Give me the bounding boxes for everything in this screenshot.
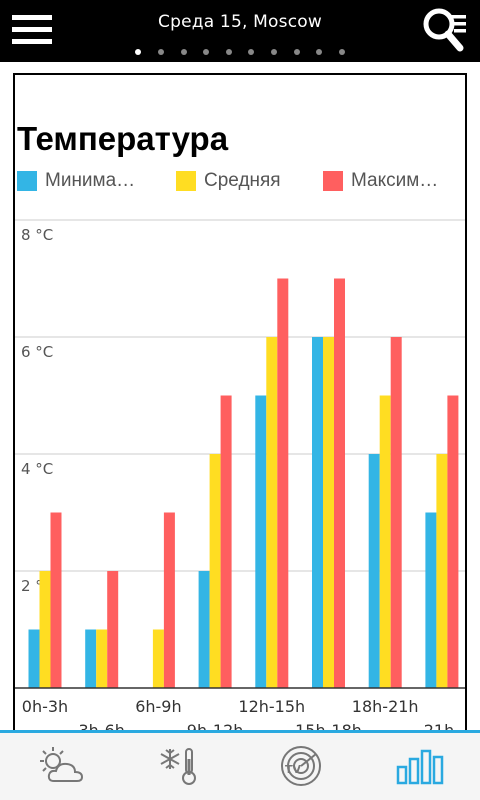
top-bar: Среда 15, Moscow — [0, 0, 480, 62]
legend-swatch-avg — [176, 171, 196, 191]
temperature-bar-chart: 2 °C4 °C6 °C8 °C0h-3h3h-6h6h-9h9h-12h12h… — [15, 219, 465, 740]
page-dot[interactable] — [338, 49, 345, 55]
page-dot[interactable] — [157, 49, 164, 55]
page-dot[interactable] — [316, 49, 323, 55]
page-dot[interactable] — [135, 49, 142, 55]
bar — [390, 337, 402, 688]
y-tick-label: 6 °C — [21, 343, 53, 361]
snow-thermometer-icon — [160, 748, 196, 785]
svg-text:TV: TV — [285, 763, 302, 776]
page-indicator — [0, 47, 480, 57]
nav-chart[interactable] — [360, 733, 480, 800]
bar — [447, 395, 459, 688]
bar — [39, 571, 51, 688]
bar — [163, 512, 175, 688]
page-dot[interactable] — [225, 49, 232, 55]
x-tick-label: 0h-3h — [22, 697, 68, 716]
search-list-icon[interactable] — [420, 6, 472, 56]
bar — [85, 629, 97, 688]
bottom-navigation: TV — [0, 730, 480, 800]
legend-swatch-max — [323, 171, 343, 191]
x-tick-label: 12h-15h — [238, 697, 305, 716]
weather-cloud-sun-icon — [40, 747, 84, 782]
bar — [220, 395, 232, 688]
bar — [436, 454, 448, 688]
bar — [28, 629, 40, 688]
chart-title: Температура — [17, 120, 229, 157]
bar — [334, 278, 345, 688]
bar — [379, 395, 391, 688]
nav-snow-temperature[interactable] — [120, 733, 240, 800]
page-dot[interactable] — [248, 49, 255, 55]
bar — [209, 454, 221, 688]
bar-chart-icon — [396, 749, 444, 785]
bar — [266, 337, 278, 688]
legend-item-min: Минима… — [17, 170, 167, 192]
page-dot[interactable] — [270, 49, 277, 55]
bar — [152, 629, 164, 688]
legend-swatch-min — [17, 171, 37, 191]
legend-label-avg: Средняя — [204, 170, 281, 191]
nav-radar[interactable]: TV — [240, 733, 360, 800]
bar — [96, 629, 108, 688]
bar — [107, 571, 119, 688]
legend-label-min: Минима… — [45, 170, 136, 191]
temperature-card: Температура Минима… Средняя Максим… 2 °C… — [13, 73, 467, 793]
x-tick-label: 18h-21h — [352, 697, 419, 716]
bar — [50, 512, 62, 688]
bar — [198, 571, 210, 688]
bar — [312, 337, 323, 688]
legend-item-avg: Средняя — [176, 170, 326, 192]
bar — [368, 454, 380, 688]
bar — [323, 337, 334, 688]
x-tick-label: 6h-9h — [135, 697, 181, 716]
bar — [255, 395, 267, 688]
page-dot[interactable] — [203, 49, 210, 55]
bar — [277, 278, 289, 688]
y-tick-label: 4 °C — [21, 460, 53, 478]
y-tick-label: 8 °C — [21, 226, 53, 244]
bar — [425, 512, 437, 688]
radar-tv-icon: TV — [281, 746, 321, 786]
legend-label-max: Максим… — [351, 170, 439, 191]
page-dot[interactable] — [293, 49, 300, 55]
nav-weather[interactable] — [0, 733, 120, 800]
legend-item-max: Максим… — [323, 170, 465, 192]
page-dot[interactable] — [180, 49, 187, 55]
hamburger-menu-icon[interactable] — [10, 10, 54, 50]
page-title: Среда 15, Moscow — [158, 12, 322, 32]
